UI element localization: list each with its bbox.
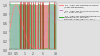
Legend: Tₐₜₘ : clear-sky spectral radiance
(clear atmosphere), Tₐₜₘ : clear-sky thermal : Tₐₜₘ : clear-sky spectral radiance (clea… <box>58 4 100 21</box>
